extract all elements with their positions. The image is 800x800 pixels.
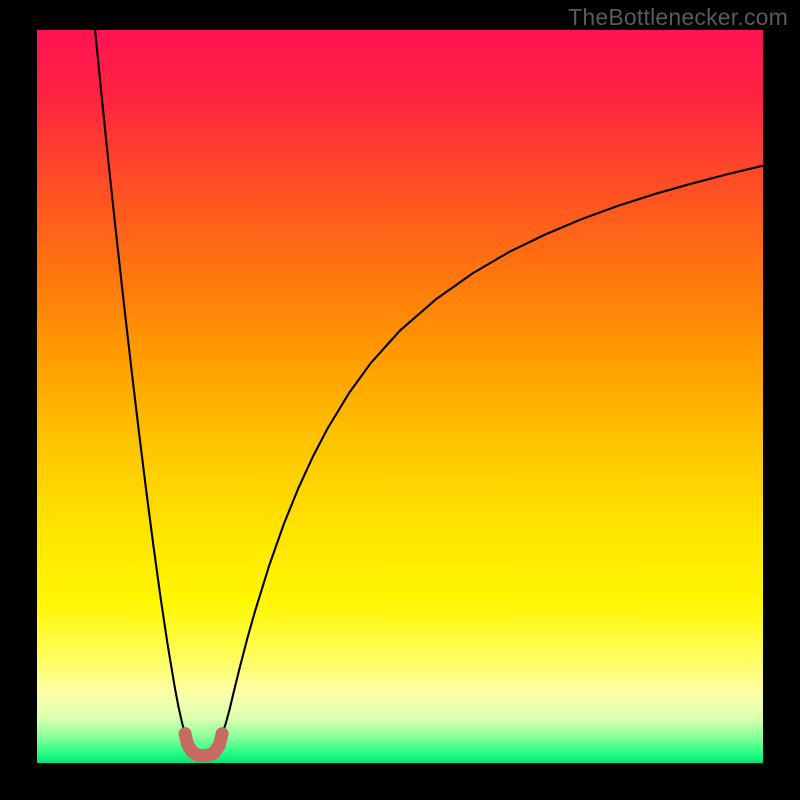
chart-svg [0, 0, 800, 800]
watermark-text: TheBottlenecker.com [568, 4, 788, 31]
chart-container: TheBottlenecker.com [0, 0, 800, 800]
